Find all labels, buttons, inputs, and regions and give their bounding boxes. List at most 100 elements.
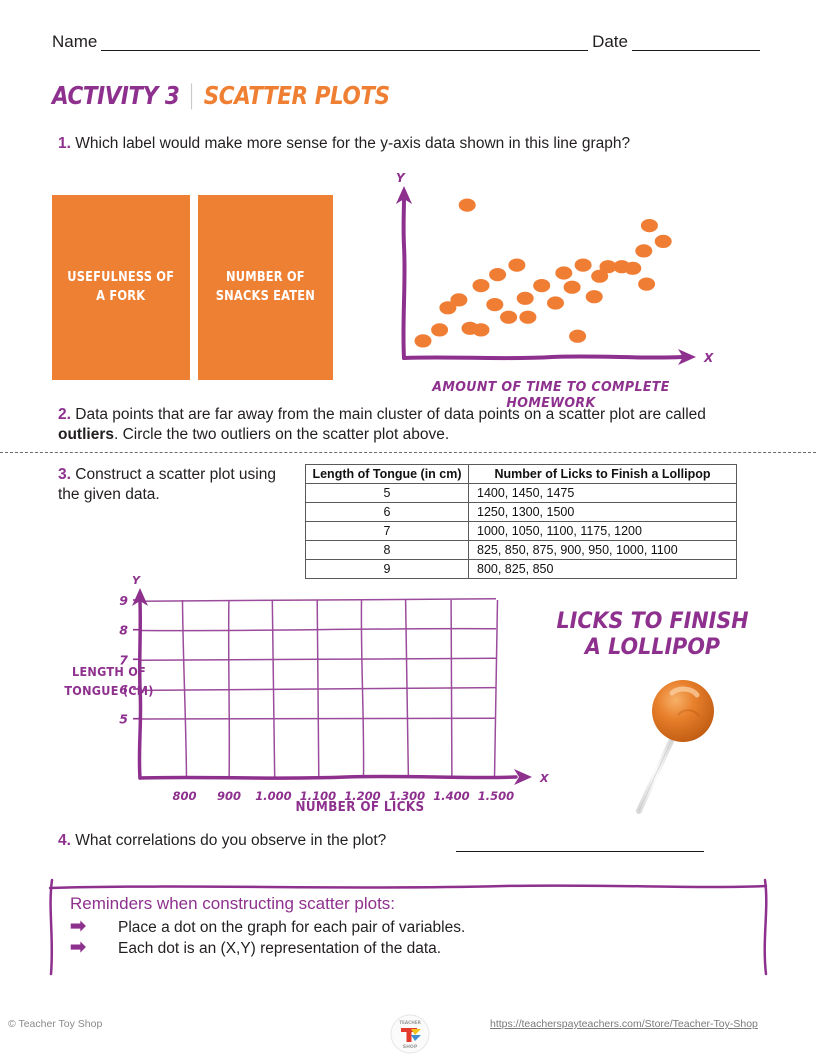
table-cell-length: 5 [305,483,469,503]
logo-bottom-text: SHOP [403,1044,418,1050]
grid-line-horizontal [139,598,497,602]
table-row: 7 1000, 1050, 1100, 1175, 1200 [305,521,737,541]
scatter-dot [563,280,581,294]
page-title: ACTIVITY 3 | SCATTER PLOTS [52,80,390,110]
grid-x-tick-label: 1,500 [478,789,514,800]
lollipop-title-line2: A LOLLIPOP [584,634,721,660]
scatter-dot [591,269,609,283]
scatter-dot [472,323,490,337]
question-3-number: 3. [58,466,71,483]
lollipop-swirl [677,709,700,717]
tongue-licks-table: Length of Tongue (in cm) Number of Licks… [305,464,737,579]
scatter-plot-svg: Y X [396,172,714,365]
reminders-border-left [49,878,54,976]
scatter-y-axis-letter: Y [396,172,406,185]
grid-x-tick-label: 1,100 [300,789,336,800]
scatter-dot [640,219,658,233]
scatter-dot [516,291,534,305]
grid-tick-labels: 9 8 7 6 5 800 900 1,000 1,100 1,200 1,300 1,400 1,50… [119,593,514,803]
name-label: Name [52,32,98,51]
scatter-x-axis-label: AMOUNT OF TIME TO COMPLETE HOMEWORK [432,379,670,411]
table-cell-licks: 825, 850, 875, 900, 950, 1000, 1100 [468,540,737,560]
arrow-right-icon: ➡ [70,937,86,958]
grid-line-horizontal [139,657,497,662]
grid-x-tick-label: 1,300 [389,789,425,800]
grid-y-axis-label-line1: LENGTH OF [72,664,146,679]
name-date-row: Name Date [52,32,764,52]
logo-yellow-wedge [411,1029,421,1035]
answer-option-snacks-label: NUMBER OF SNACKS EATEN [216,269,315,307]
scatter-dot [654,234,672,248]
answer-option-fork-line2: A FORK [96,288,146,304]
table-row: 9 800, 825, 850 [305,559,737,579]
reminder-item-text: Place a dot on the graph for each pair o… [118,919,466,936]
activity-topic: SCATTER PLOTS [203,80,390,110]
reminders-list: ➡ Place a dot on the graph for each pair … [70,917,740,958]
arrow-right-icon: ➡ [70,916,86,937]
scatter-dot [439,301,457,315]
scatter-dot [519,310,537,324]
question-2-text-after: . Circle the two outliers on the scatter… [113,426,450,444]
table-row: 5 1400, 1450, 1475 [305,483,737,503]
scatter-dot [569,329,587,343]
logo-top-text: TEACHER [399,1020,421,1025]
table-header-licks: Number of Licks to Finish a Lollipop [468,464,737,484]
grid-y-axis [137,600,143,780]
date-input-line[interactable] [632,34,760,51]
answer-option-snacks[interactable]: NUMBER OF SNACKS EATEN [198,195,333,380]
scatter-x-axis-letter: X [703,351,714,365]
question-4: 4. What correlations do you observe in t… [58,831,478,851]
lollipop-svg [636,680,714,814]
date-label: Date [592,32,628,51]
question-2-text-before: Data points that are far away from the m… [75,406,706,423]
table-header-length: Length of Tongue (in cm) [305,464,469,484]
reminder-item-text: Each dot is an (X,Y) representation of t… [118,940,442,957]
table-cell-licks: 1000, 1050, 1100, 1175, 1200 [468,521,737,541]
grid-x-arrowhead [514,769,532,785]
answer-option-fork-line1: USEFULNESS OF [67,269,175,285]
blank-scatter-grid[interactable]: Y X 9 8 7 6 5 800 900 1,000 1,100 1,200 1,300 1,400… [96,570,566,803]
grid-x-tick-label: 1,400 [433,789,469,800]
grid-y-tick-label: 5 [119,712,128,727]
scatter-plot-homework[interactable]: Y X [382,172,718,372]
scatter-dot [450,293,468,307]
grid-x-tick-label: 800 [172,789,196,800]
blank-grid-svg: Y X 9 8 7 6 5 800 900 1,000 1,100 1,200 1,300 1,400… [119,574,549,803]
scatter-dot [431,323,449,337]
scatter-dot [547,296,564,310]
answer-option-fork-label: USEFULNESS OF A FORK [68,269,175,307]
scatter-y-axis [401,196,407,360]
lollipop-title-line1: LICKS TO FINISH [556,609,749,634]
footer-store-link[interactable]: https://teacherspayteachers.com/Store/Te… [490,1018,758,1030]
reminders-box: Reminders when constructing scatter plot… [44,878,772,976]
grid-line-horizontal [139,686,497,692]
grid-line-horizontal [139,627,497,632]
lollipop-stick-edge [638,727,678,812]
question-1-number: 1. [58,135,71,152]
reminder-item: ➡ Each dot is an (X,Y) representation of … [70,938,740,958]
scatter-dot [624,261,642,275]
grid-y-tick-label: 7 [119,652,128,667]
lollipop-title: LICKS TO FINISH A LOLLIPOP [547,609,759,660]
answer-option-snacks-line1: NUMBER OF [226,269,305,285]
lollipop-highlight [669,686,700,698]
question-4-text: What correlations do you observe in the … [75,832,387,849]
grid-y-axis-label-line2: TONGUE (CM) [64,682,154,698]
grid-y-tick-label: 9 [119,593,128,608]
grid-y-arrowhead [132,588,148,606]
scatter-dot [414,334,432,348]
scatter-x-axis [402,354,684,361]
grid-lines [139,598,499,779]
question-1-text: Which label would make more sense for th… [75,135,631,152]
grid-y-tick-label: 8 [119,623,128,638]
logo-blue-wedge [411,1035,421,1041]
scatter-dot [486,298,504,312]
answer-option-fork[interactable]: USEFULNESS OF A FORK [52,195,190,380]
name-input-line[interactable] [101,34,589,51]
scatter-dot [500,310,518,324]
table-cell-length: 7 [305,521,469,541]
question-4-answer-line[interactable] [456,851,704,852]
table-cell-length: 8 [305,540,469,560]
scatter-dot [585,290,603,304]
grid-line-horizontal [139,717,497,720]
